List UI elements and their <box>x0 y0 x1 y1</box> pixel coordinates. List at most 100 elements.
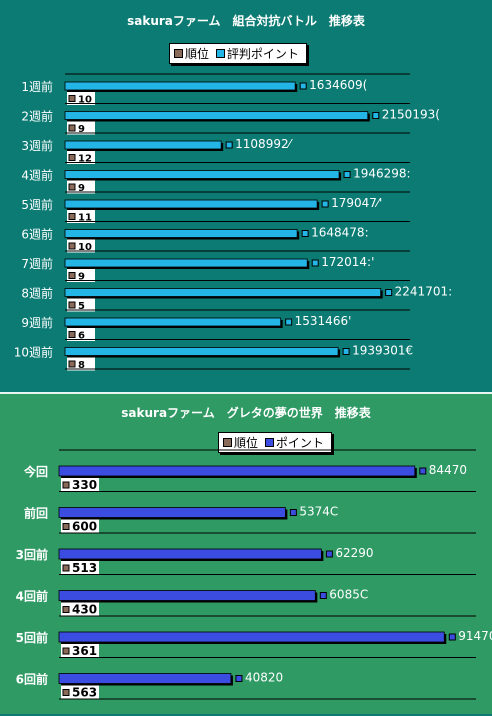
battle-chart-panel: sakuraファーム 組合対抗バトル 推移表 順位 評判ポイント 1週前 1634… <box>13 14 453 371</box>
rank-marker <box>68 213 76 220</box>
points-marker <box>301 230 309 237</box>
points-value-label: 1108992⁄ <box>235 137 293 151</box>
rank-value-label: 6 <box>78 331 85 342</box>
legend-label-rank: 順位 <box>185 47 210 61</box>
rank-marker <box>62 481 70 489</box>
points-value-label: 62290 <box>335 546 373 560</box>
points-value-label: 40820 <box>245 671 283 685</box>
points-value-label: 5374C <box>299 505 338 519</box>
category-label: 7週前 <box>21 256 53 271</box>
points-value-label: 1939301€ <box>352 344 413 358</box>
rank-label-box <box>61 478 99 492</box>
points-marker <box>342 348 350 355</box>
points-value-label: 1634609( <box>309 78 367 92</box>
battle-chart-plot: 1週前 1634609(10 2週前 2150193(9 3週前 1108992⁄ 12 4週… <box>14 73 453 371</box>
category-label: 5週前 <box>21 197 53 212</box>
rank-value-label: 10 <box>78 95 92 106</box>
rank-value-label: 8 <box>78 360 85 371</box>
rank-marker <box>62 689 70 696</box>
category-label: 8週前 <box>21 286 53 301</box>
points-value-label: 1946298: <box>353 167 411 181</box>
points-bar <box>58 631 445 643</box>
greta-chart-panel: sakuraファーム グレタの夢の世界 推移表 順位 ポイント 今回 84470 3… <box>0 392 492 714</box>
points-swatch <box>264 438 274 447</box>
points-value-label: 2150193( <box>382 108 440 122</box>
points-value-label: 91470 <box>458 629 492 643</box>
points-bar <box>58 673 232 684</box>
points-marker <box>321 200 329 208</box>
points-marker <box>448 633 456 641</box>
category-label: 5回前 <box>16 630 48 645</box>
category-label: 4回前 <box>16 589 48 604</box>
rank-marker <box>68 183 76 191</box>
rank-marker <box>62 647 70 655</box>
category-label: 1週前 <box>21 79 53 94</box>
rank-swatch <box>223 438 232 447</box>
points-marker <box>311 259 319 267</box>
rank-value-label: 361 <box>72 644 97 658</box>
rank-marker <box>68 154 76 161</box>
points-marker <box>325 550 333 558</box>
category-label: 前回 <box>24 506 48 521</box>
points-marker <box>372 112 380 119</box>
battle-chart-legend: 順位 評判ポイント <box>169 43 307 64</box>
rank-label-box <box>61 519 99 534</box>
rank-marker <box>62 564 70 572</box>
points-marker <box>385 289 393 296</box>
category-label: 6回前 <box>16 672 48 687</box>
points-marker <box>319 592 327 599</box>
legend-label-points: 評判ポイント <box>226 47 299 61</box>
rank-label-box <box>61 644 99 658</box>
points-marker <box>299 82 307 90</box>
rank-value-label: 9 <box>78 124 85 135</box>
points-bar <box>64 288 382 297</box>
points-bar <box>64 347 339 356</box>
rank-marker <box>68 124 76 132</box>
battle-chart-title: sakuraファーム 組合対抗バトル 推移表 <box>127 14 365 28</box>
points-bar <box>58 590 316 601</box>
points-bar <box>64 199 318 209</box>
rank-value-label: 5 <box>78 301 85 312</box>
rank-marker <box>68 360 76 368</box>
points-value-label: 179047⁄' <box>331 196 382 210</box>
rank-marker <box>68 242 76 250</box>
points-bar <box>64 111 369 120</box>
category-label: 6週前 <box>21 227 53 242</box>
legend-item-points: 評判ポイント <box>215 45 299 62</box>
rank-marker <box>68 95 76 102</box>
rank-value-label: 600 <box>72 520 97 534</box>
rank-marker <box>68 301 76 309</box>
rank-value-label: 330 <box>72 478 97 492</box>
points-value-label: 84470 <box>429 463 467 477</box>
points-bar <box>64 170 340 179</box>
points-bar <box>64 258 308 268</box>
category-label: 2週前 <box>21 109 53 124</box>
legend-item-points: ポイント <box>264 434 324 451</box>
rank-value-label: 9 <box>78 272 85 283</box>
points-marker <box>419 467 427 475</box>
greta-chart-plot: 今回 84470 330 前回 5374C 600 3回前 62290 513 4回前 6085C 4… <box>16 449 492 700</box>
greta-chart-legend: 順位 ポイント <box>218 432 332 453</box>
points-marker <box>285 318 293 326</box>
rank-swatch <box>174 49 183 58</box>
legend-label-rank: 順位 <box>234 436 259 450</box>
rank-value-label: 10 <box>78 242 92 253</box>
points-value-label: 2241701: <box>395 285 453 299</box>
points-value-label: 172014:' <box>321 255 374 269</box>
points-swatch <box>215 49 225 58</box>
legend-label-points: ポイント <box>275 436 324 450</box>
rank-marker <box>68 272 76 279</box>
points-bar <box>58 507 286 518</box>
greta-chart-title: sakuraファーム グレタの夢の世界 推移表 <box>121 406 371 420</box>
points-marker <box>225 141 233 149</box>
points-value-label: 1531466' <box>295 314 352 328</box>
points-marker <box>343 171 351 178</box>
category-label: 4週前 <box>21 168 53 183</box>
category-label: 3回前 <box>16 547 48 562</box>
rank-value-label: 11 <box>78 213 92 224</box>
points-bar <box>64 140 222 150</box>
rank-label-box <box>61 685 99 700</box>
rank-label-box <box>61 602 99 617</box>
category-label: 9週前 <box>21 315 53 330</box>
